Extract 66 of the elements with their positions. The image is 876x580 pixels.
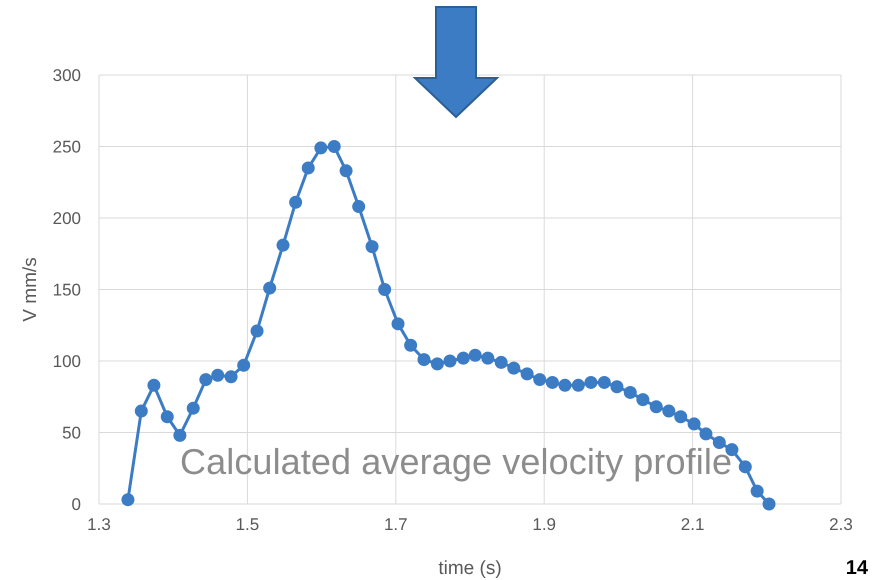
point (314, 141, 328, 154)
point (378, 283, 392, 296)
point (250, 324, 264, 338)
point (636, 393, 650, 406)
y-tick-label: 0 (72, 495, 81, 514)
x-tick-label: 1.9 (532, 515, 556, 534)
point (443, 354, 456, 368)
point (572, 378, 585, 392)
point (456, 352, 470, 365)
point (650, 400, 663, 414)
point (750, 484, 764, 498)
point (224, 370, 238, 384)
point (211, 368, 224, 382)
point (624, 386, 637, 399)
point (507, 362, 520, 375)
point (417, 353, 430, 366)
point (430, 357, 444, 370)
point (328, 140, 341, 153)
point (762, 498, 776, 510)
point (392, 317, 405, 330)
point (263, 282, 276, 295)
point (404, 338, 418, 352)
point (688, 417, 701, 430)
x-tick-label: 1.7 (384, 515, 408, 534)
point (199, 373, 212, 386)
x-axis-title: time (s) (438, 558, 502, 579)
y-tick-label: 300 (52, 66, 81, 85)
point (147, 378, 160, 392)
point (558, 378, 572, 392)
text: 14 (846, 557, 869, 579)
y-tick-label: 100 (52, 352, 81, 371)
point (468, 348, 482, 362)
point (674, 410, 688, 424)
point (121, 493, 134, 506)
point (494, 356, 508, 369)
annotation: Calculated average velocity profile (180, 441, 732, 482)
point (610, 380, 624, 394)
point (546, 376, 559, 389)
point (237, 358, 250, 372)
point (533, 373, 546, 386)
y-tick-label: 250 (52, 138, 81, 156)
y-tick-label: 50 (62, 424, 81, 442)
point (186, 402, 200, 415)
point (352, 200, 366, 214)
point (289, 196, 302, 209)
y-tick-label: 150 (52, 280, 81, 300)
point (276, 238, 290, 252)
point (340, 164, 353, 178)
y-axis-title: V mm/s (20, 257, 41, 322)
x-tick-label: 2.3 (829, 515, 853, 534)
point (366, 240, 379, 254)
point (302, 161, 315, 174)
x-tick-label: 2.1 (680, 515, 704, 534)
point (738, 460, 752, 474)
point (584, 376, 598, 389)
point (520, 367, 534, 380)
point (662, 404, 676, 418)
point (173, 428, 186, 442)
y-tick-label: 200 (52, 209, 81, 228)
point (598, 376, 611, 389)
x-tick-label: 1.5 (236, 515, 260, 534)
point (481, 352, 494, 365)
x-tick-label: 1.3 (87, 515, 111, 534)
point (699, 427, 712, 440)
point (134, 404, 148, 418)
point (160, 410, 174, 424)
